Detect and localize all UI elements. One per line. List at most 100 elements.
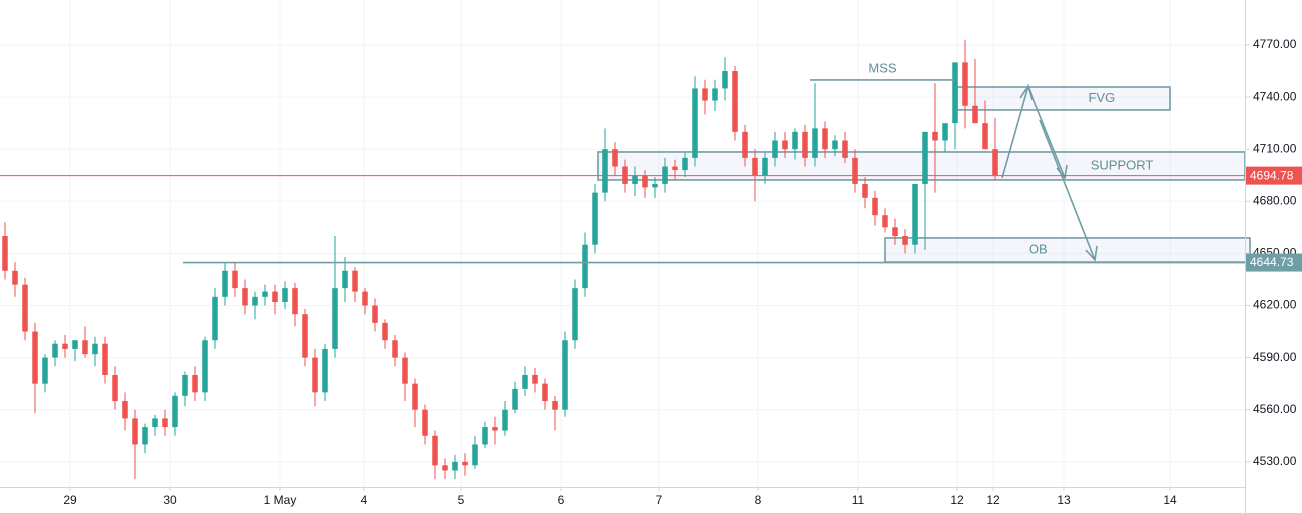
zone — [884, 237, 1251, 263]
candle-body — [952, 62, 958, 124]
y-tick-label: 4590.00 — [1253, 350, 1297, 364]
candle-body — [782, 140, 788, 150]
candle-body — [732, 71, 738, 132]
zone-label: OB — [1029, 241, 1048, 256]
candle-body — [962, 62, 968, 106]
candle-body — [82, 340, 88, 355]
candle-body — [312, 357, 318, 393]
x-tick-label: 5 — [458, 493, 465, 507]
candle-body — [302, 314, 308, 358]
candle-body — [752, 157, 758, 176]
candle-body — [822, 128, 828, 150]
candle-body — [682, 157, 688, 171]
candle-body — [392, 340, 398, 358]
candle-body — [112, 374, 118, 402]
candle-body — [642, 175, 648, 188]
y-tick-label: 4620.00 — [1253, 298, 1297, 312]
candle-body — [792, 131, 798, 150]
candle-body — [342, 270, 348, 289]
projection-arrows — [1001, 83, 1098, 262]
arrow-head — [1019, 84, 1033, 101]
candle-body — [762, 157, 768, 176]
x-tick-label: 13 — [1057, 493, 1071, 507]
candles — [2, 39, 998, 480]
arrow-head — [1085, 245, 1098, 262]
candle-body — [982, 123, 988, 150]
candle-body — [12, 270, 18, 285]
candle-body — [892, 227, 898, 237]
candle-body — [562, 340, 568, 410]
candle-body — [172, 395, 178, 428]
x-tick-label: 30 — [163, 493, 177, 507]
candle-body — [582, 244, 588, 289]
y-tick-label: 4740.00 — [1253, 89, 1297, 103]
price-label-box — [1246, 253, 1302, 272]
x-tick-label: 7 — [656, 493, 663, 507]
candle-body — [592, 192, 598, 245]
candle-body — [152, 418, 158, 428]
candle-body — [2, 236, 8, 271]
candle-body — [832, 140, 838, 150]
candle-body — [272, 291, 278, 303]
candle-body — [702, 88, 708, 101]
candle-body — [872, 197, 878, 216]
candle-body — [472, 444, 478, 466]
x-tick-label: 29 — [63, 493, 77, 507]
zone — [956, 86, 1171, 111]
candle-body — [262, 291, 268, 297]
candle-body — [362, 291, 368, 306]
candle-body — [452, 461, 458, 471]
candle-body — [92, 343, 98, 355]
candle-body — [332, 288, 338, 349]
candle-body — [352, 270, 358, 292]
x-tick-label: 12 — [986, 493, 1000, 507]
candle-body — [632, 175, 638, 184]
candle-body — [242, 288, 248, 306]
candle-body — [742, 131, 748, 158]
axes: 4530.004560.004590.004620.004650.004680.… — [63, 37, 1302, 507]
candle-body — [932, 131, 938, 141]
x-tick-label: 6 — [558, 493, 565, 507]
candle-body — [912, 183, 918, 245]
candle-body — [882, 215, 888, 228]
candle-body — [692, 88, 698, 158]
candle-body — [942, 123, 948, 141]
arrow-path — [1039, 119, 1096, 261]
candle-body — [32, 331, 38, 384]
zone-label: FVG — [1088, 90, 1115, 105]
candle-body — [462, 461, 468, 466]
candle-body — [422, 409, 428, 436]
candle-body — [602, 149, 608, 193]
candle-body — [42, 357, 48, 384]
candle-body — [102, 343, 108, 375]
candle-body — [652, 183, 658, 188]
candle-body — [492, 427, 498, 431]
y-tick-label: 4530.00 — [1253, 454, 1297, 468]
candle-body — [482, 427, 488, 445]
candle-body — [442, 465, 448, 471]
candle-body — [862, 183, 868, 198]
candle-body — [812, 128, 818, 158]
candle-body — [402, 357, 408, 384]
candle-body — [62, 343, 68, 349]
candle-body — [572, 288, 578, 341]
candle-body — [142, 427, 148, 445]
candle-body — [292, 288, 298, 315]
x-tick-label: 4 — [361, 493, 368, 507]
candle-body — [282, 288, 288, 303]
candle-body — [72, 340, 78, 349]
candle-body — [972, 105, 978, 124]
candle-body — [532, 374, 538, 384]
x-tick-label: 14 — [1163, 493, 1177, 507]
candle-body — [852, 157, 858, 184]
candle-body — [222, 270, 228, 297]
candle-body — [22, 284, 28, 332]
candle-body — [382, 322, 388, 341]
x-tick-label: 1 May — [264, 493, 297, 507]
candle-body — [612, 149, 618, 167]
candle-body — [202, 340, 208, 393]
candle-body — [432, 435, 438, 466]
candle-body — [552, 401, 558, 410]
